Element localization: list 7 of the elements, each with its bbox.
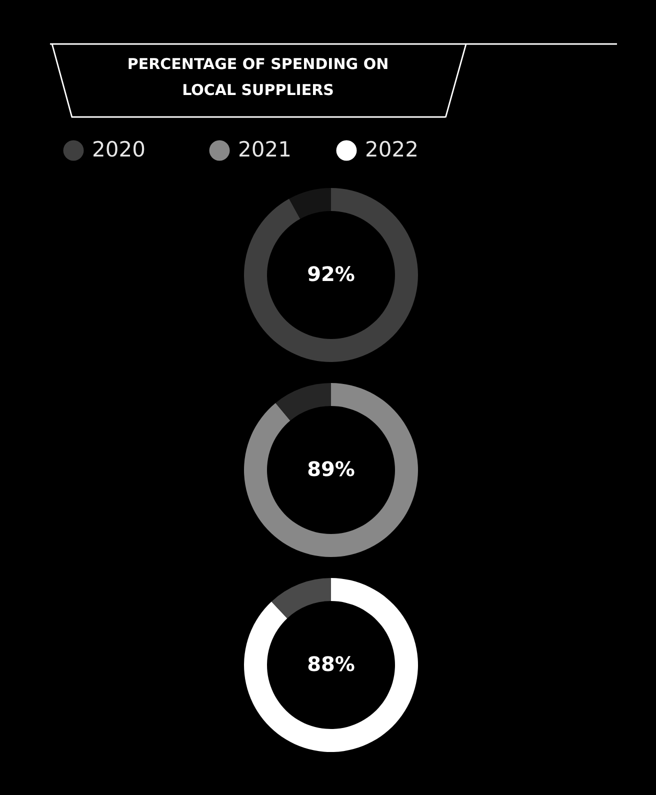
text: 88% <box>307 652 355 676</box>
text: 92% <box>307 262 355 286</box>
legend-label: 2020 <box>92 138 146 162</box>
legend-label: 2021 <box>238 138 292 162</box>
text: 89% <box>307 457 355 481</box>
chart-title: PERCENTAGE OF SPENDING ON LOCAL SUPPLIERS <box>127 55 389 99</box>
legend-label: 2022 <box>365 138 418 162</box>
